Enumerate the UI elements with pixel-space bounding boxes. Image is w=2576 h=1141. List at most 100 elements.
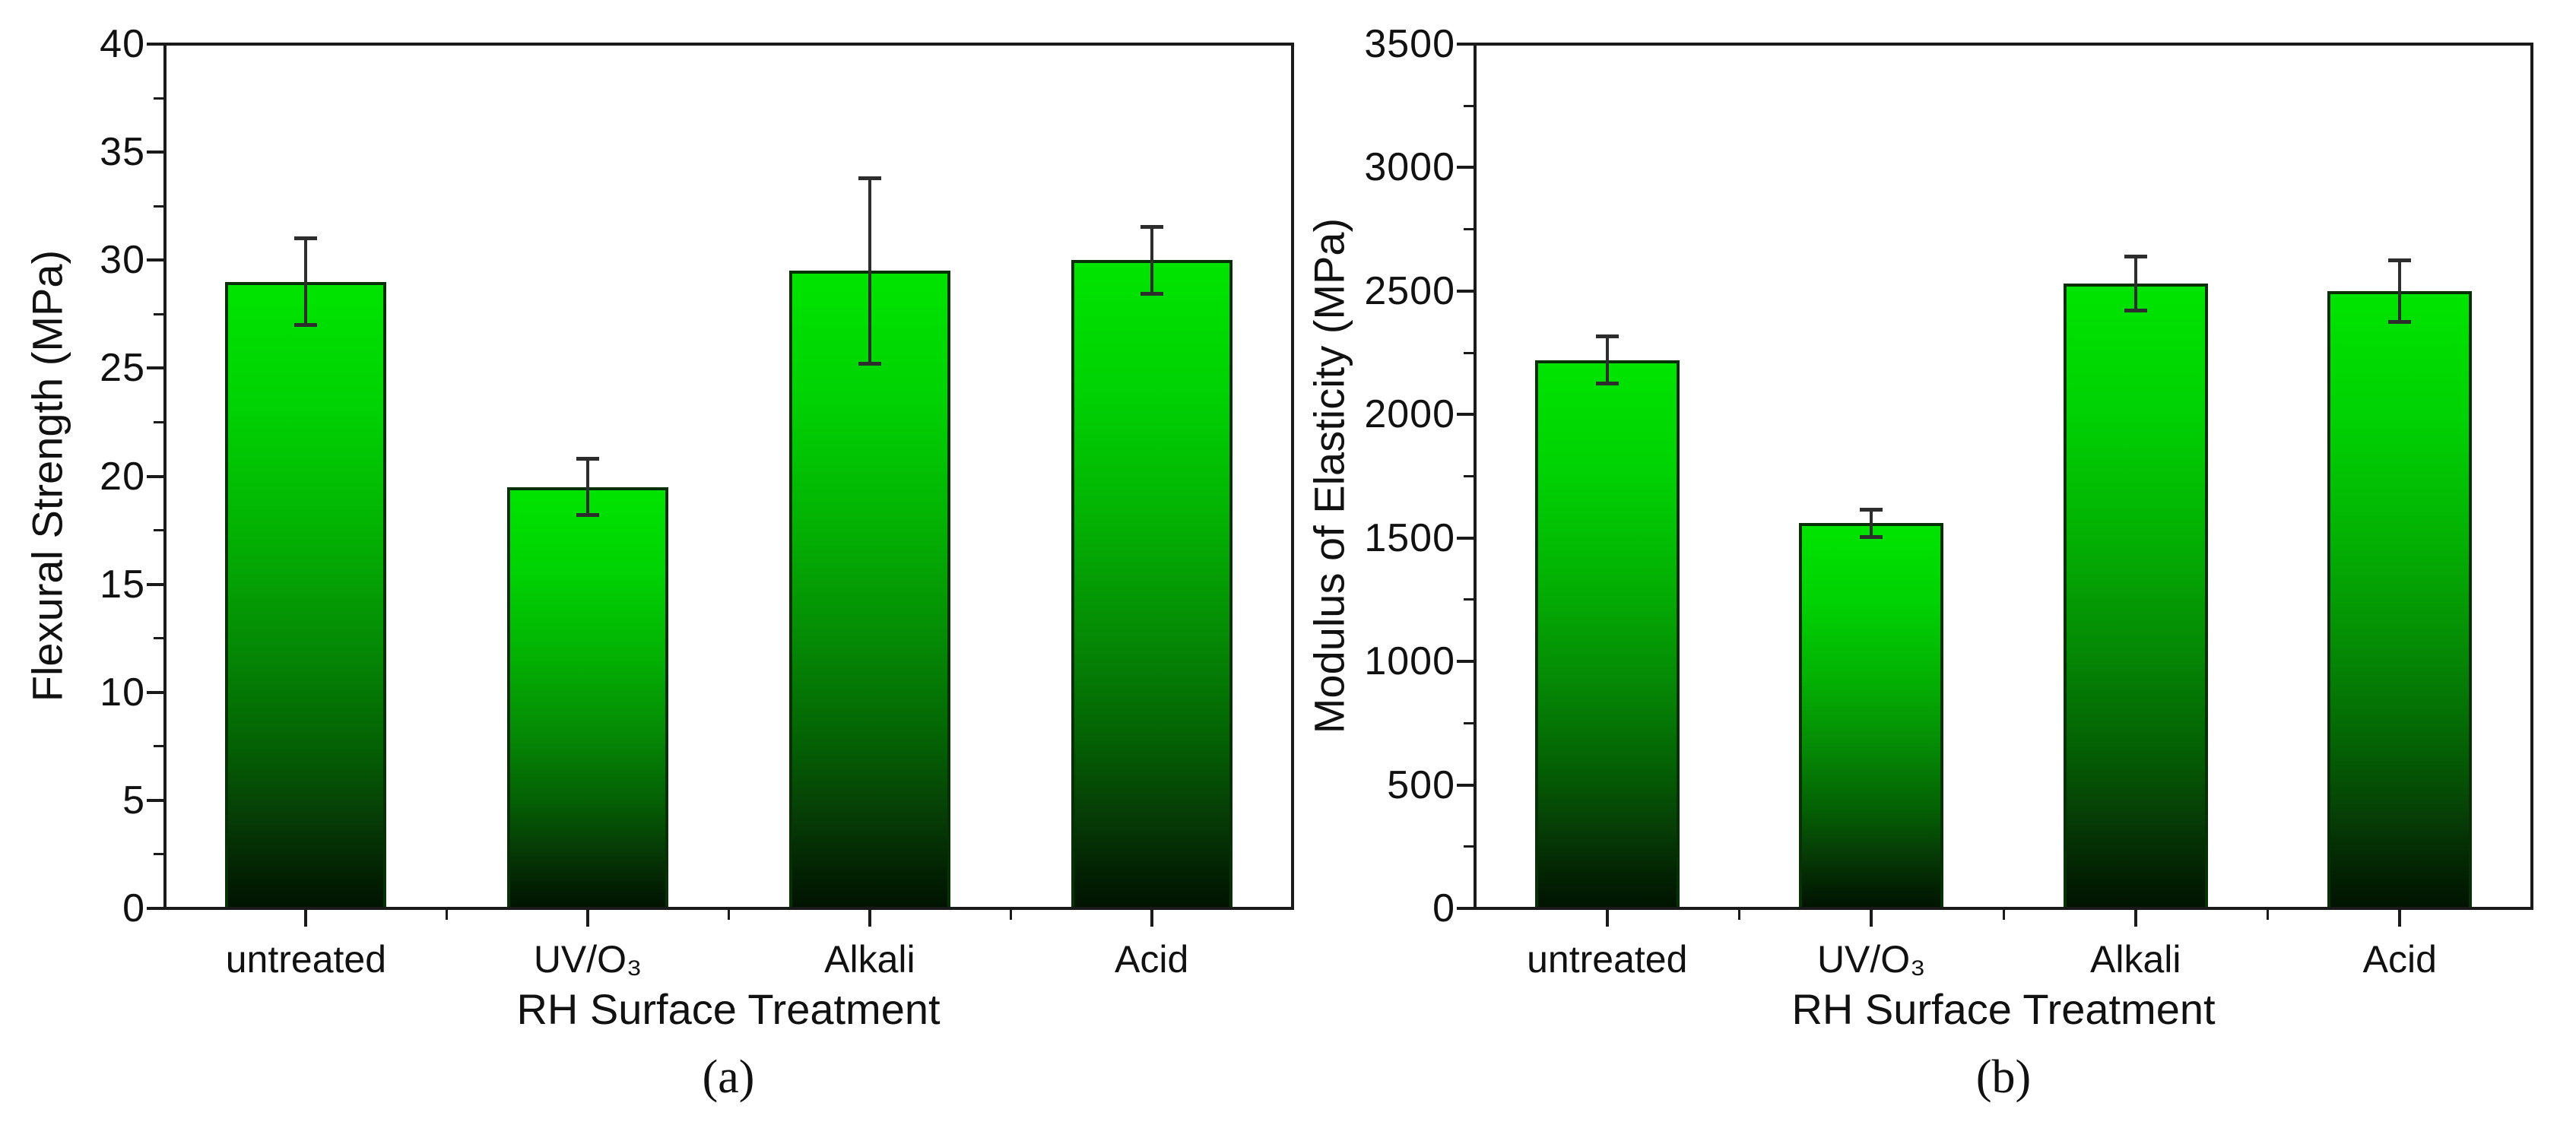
plot-border-right xyxy=(2530,43,2533,910)
x-major-tick xyxy=(868,910,871,927)
plot-border-bottom xyxy=(1474,907,2533,910)
y-axis-title-b: Modulus of Elasticity (MPa) xyxy=(1305,217,1353,734)
y-minor-tick xyxy=(1464,845,1474,848)
plot-border-bottom xyxy=(163,907,1294,910)
y-tick-label: 1000 xyxy=(1364,639,1455,684)
x-major-tick xyxy=(586,910,590,927)
y-minor-tick xyxy=(154,529,163,532)
y-tick-label: 2000 xyxy=(1364,392,1455,437)
y-major-tick xyxy=(147,907,163,910)
y-axis-title-a: Flexural Strength (MPa) xyxy=(23,249,71,702)
plot-border-left xyxy=(163,43,167,910)
bar-alkali xyxy=(2063,284,2208,908)
x-axis-title-a: RH Surface Treatment xyxy=(516,985,941,1033)
plot-border-left xyxy=(1474,43,1477,910)
y-tick-label: 25 xyxy=(100,346,145,391)
x-axis-title-b: RH Surface Treatment xyxy=(1791,985,2216,1033)
error-bar xyxy=(304,238,308,325)
y-tick-label: 2500 xyxy=(1364,268,1455,313)
panel-caption-a: (a) xyxy=(702,1051,755,1103)
x-major-tick xyxy=(304,910,308,927)
x-category-label: Acid xyxy=(2362,938,2437,981)
x-category-label: Acid xyxy=(1114,938,1189,981)
x-category-label: UV/O₃ xyxy=(533,938,642,981)
y-minor-tick xyxy=(1464,228,1474,231)
error-bar-cap-top xyxy=(1595,334,1619,339)
y-tick-label: 1500 xyxy=(1364,515,1455,560)
y-major-tick xyxy=(147,582,163,586)
y-minor-tick xyxy=(154,637,163,640)
x-minor-tick xyxy=(728,910,730,920)
y-major-tick xyxy=(1457,907,1474,910)
plot-border-top xyxy=(1474,43,2533,46)
x-major-tick xyxy=(1870,910,1873,927)
error-bar xyxy=(868,178,871,364)
y-minor-tick xyxy=(1464,104,1474,107)
y-tick-label: 0 xyxy=(1432,886,1455,930)
error-bar-cap-bottom xyxy=(2124,309,2147,313)
error-bar-cap-bottom xyxy=(858,362,881,366)
y-major-tick xyxy=(1457,43,1474,46)
y-major-tick xyxy=(1457,536,1474,540)
error-bar xyxy=(1870,509,1873,537)
y-minor-tick xyxy=(154,745,163,748)
y-minor-tick xyxy=(154,312,163,315)
x-major-tick xyxy=(2133,910,2137,927)
y-major-tick xyxy=(147,258,163,262)
y-tick-label: 3000 xyxy=(1364,145,1455,190)
y-tick-label: 15 xyxy=(100,562,145,607)
y-major-tick xyxy=(147,366,163,370)
y-major-tick xyxy=(147,798,163,802)
y-minor-tick xyxy=(1464,475,1474,477)
y-major-tick xyxy=(1457,660,1474,664)
error-bar-cap-bottom xyxy=(1140,291,1163,296)
error-bar-cap-top xyxy=(1140,224,1163,229)
y-tick-label: 0 xyxy=(122,886,145,930)
y-tick-label: 3500 xyxy=(1364,22,1455,66)
y-tick-label: 500 xyxy=(1387,762,1455,807)
x-major-tick xyxy=(1605,910,1609,927)
plot-border-right xyxy=(1291,43,1294,910)
x-category-label: untreated xyxy=(225,938,387,981)
error-bar xyxy=(1605,336,1609,384)
error-bar-cap-top xyxy=(2124,254,2147,258)
error-bar-cap-top xyxy=(858,176,881,180)
error-bar-cap-top xyxy=(576,457,600,461)
y-major-tick xyxy=(147,474,163,478)
error-bar-cap-top xyxy=(294,236,318,241)
error-bar xyxy=(2398,260,2402,322)
x-major-tick xyxy=(1150,910,1153,927)
y-tick-label: 20 xyxy=(100,454,145,499)
x-major-tick xyxy=(2398,910,2402,927)
y-minor-tick xyxy=(1464,351,1474,354)
y-major-tick xyxy=(147,151,163,154)
y-minor-tick xyxy=(154,853,163,856)
bar-untreated xyxy=(225,281,387,908)
x-category-label: Alkali xyxy=(824,938,915,981)
y-minor-tick xyxy=(154,97,163,100)
error-bar xyxy=(586,458,590,515)
x-minor-tick xyxy=(1009,910,1012,920)
error-bar xyxy=(2133,256,2137,311)
y-tick-label: 10 xyxy=(100,670,145,715)
y-major-tick xyxy=(147,43,163,46)
y-minor-tick xyxy=(1464,721,1474,724)
bar-uv-o xyxy=(1799,523,1944,908)
y-major-tick xyxy=(1457,166,1474,170)
y-major-tick xyxy=(147,690,163,694)
x-minor-tick xyxy=(2267,910,2269,920)
plot-border-top xyxy=(163,43,1294,46)
y-tick-label: 5 xyxy=(122,778,145,822)
bar-uv-o xyxy=(507,487,669,908)
bar-acid xyxy=(1071,260,1232,908)
y-major-tick xyxy=(1457,289,1474,293)
bar-untreated xyxy=(1534,360,1680,908)
x-category-label: UV/O₃ xyxy=(1816,938,1926,981)
error-bar-cap-top xyxy=(1860,507,1883,512)
error-bar-cap-bottom xyxy=(1595,382,1619,386)
error-bar-cap-bottom xyxy=(2388,319,2412,324)
y-major-tick xyxy=(1457,413,1474,417)
error-bar-cap-top xyxy=(2388,258,2412,262)
